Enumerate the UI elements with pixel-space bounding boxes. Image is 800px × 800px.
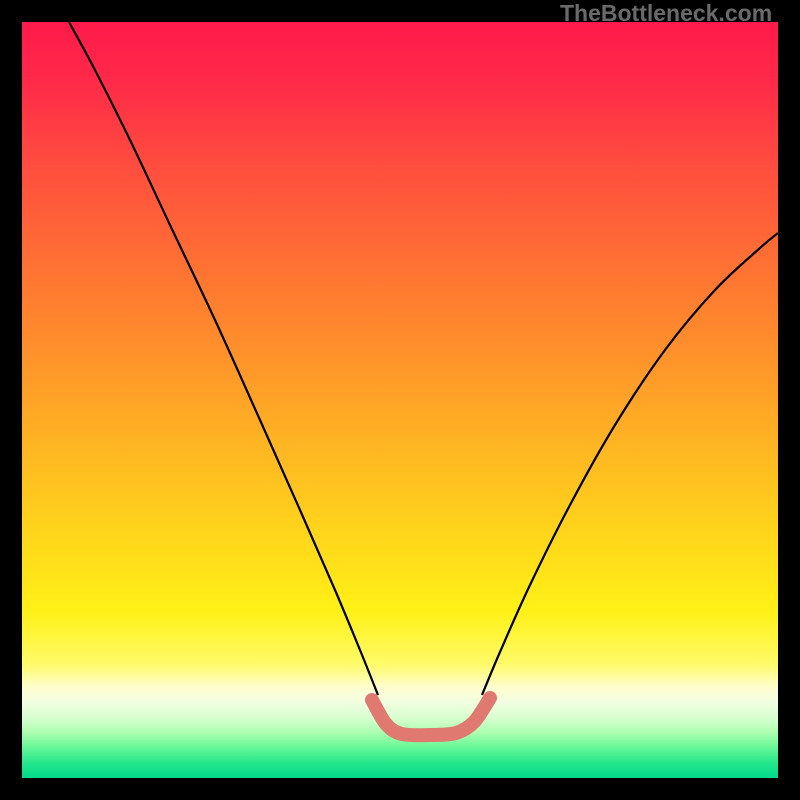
gradient-plot-area — [22, 22, 778, 778]
watermark-text: TheBottleneck.com — [560, 0, 772, 27]
chart-container: TheBottleneck.com — [0, 0, 800, 800]
